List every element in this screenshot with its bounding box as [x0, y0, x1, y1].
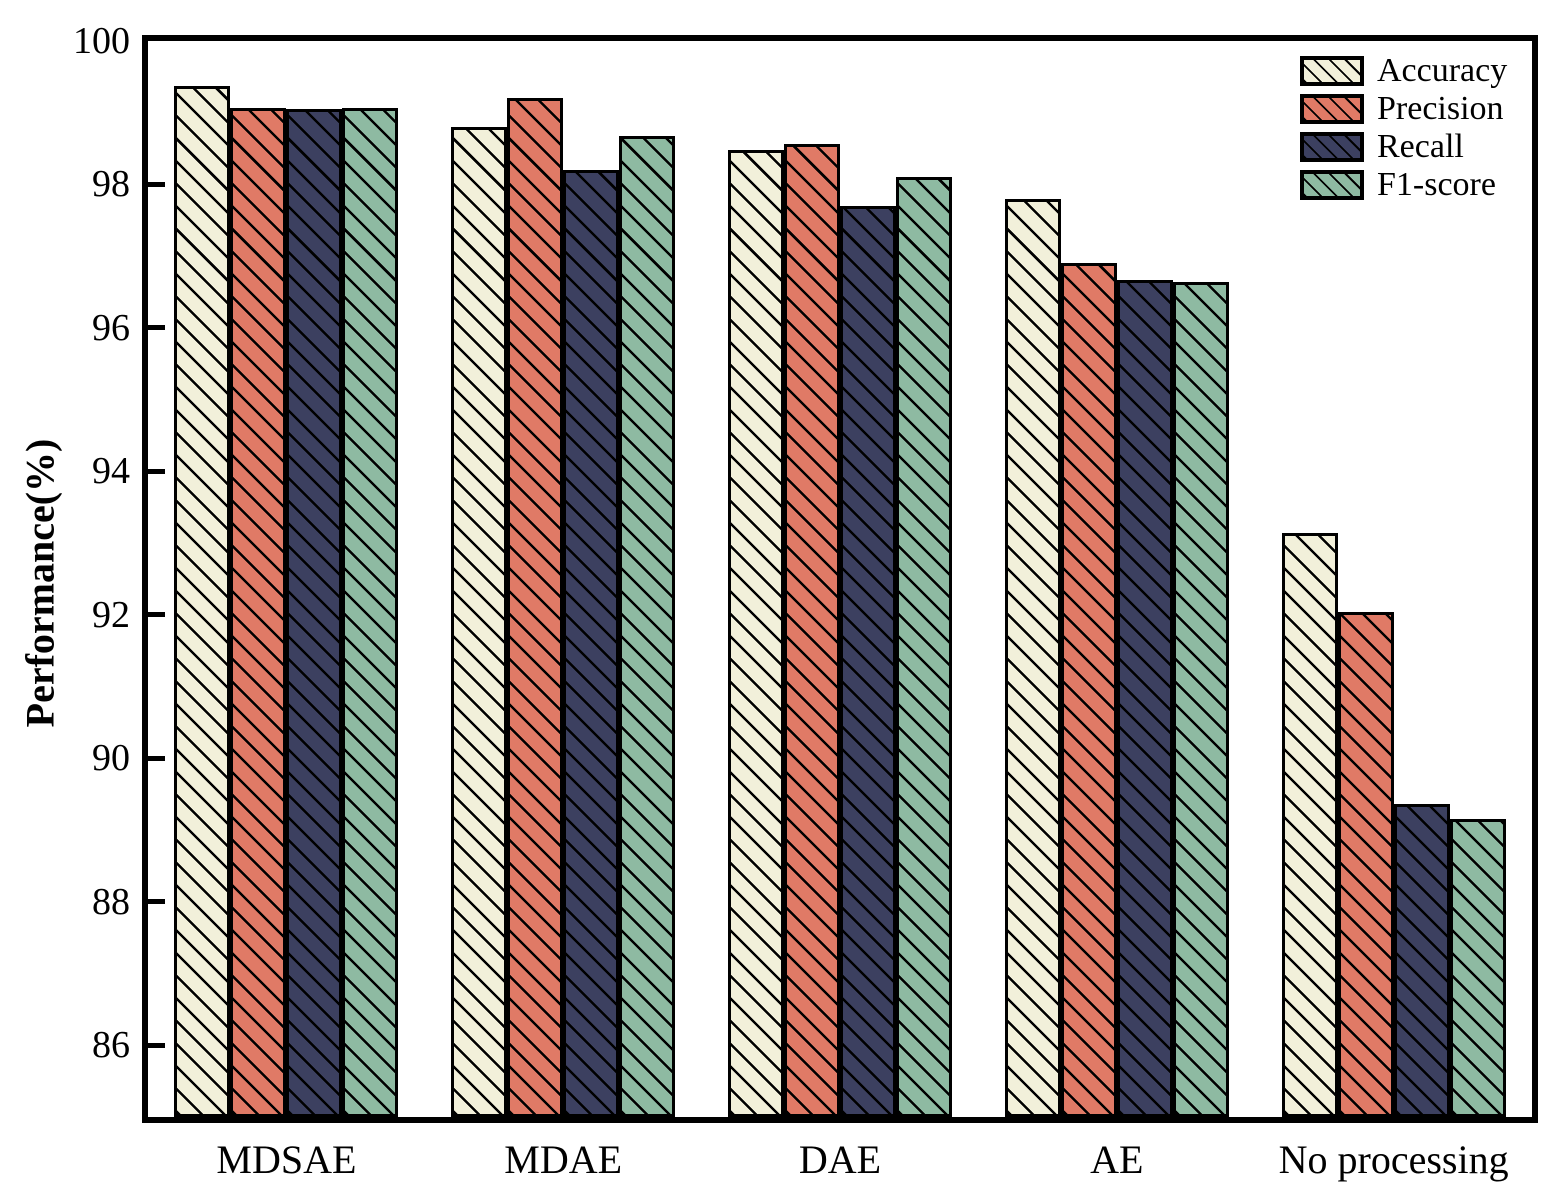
y-tick-86	[148, 1042, 165, 1048]
legend-label-precision: Precision	[1377, 90, 1504, 127]
bar-accuracy-mdsae	[174, 85, 231, 1117]
y-tick-label-100: 100	[73, 20, 130, 62]
y-tick-label-96: 96	[92, 306, 130, 349]
bar-recall-no-processing	[1393, 804, 1450, 1117]
y-tick-88	[148, 899, 165, 905]
bar-f1-score-mdsae	[342, 108, 399, 1117]
y-tick-label-86: 86	[92, 1024, 130, 1067]
bar-f1-score-dae	[896, 177, 952, 1117]
legend-item-recall: Recall	[1300, 128, 1507, 165]
x-label-mdae: MDAE	[504, 1137, 623, 1182]
bar-recall-ae	[1116, 279, 1173, 1117]
legend-swatch-accuracy	[1300, 56, 1364, 86]
legend-swatch-recall	[1300, 132, 1364, 162]
bar-f1-score-mdae	[619, 135, 676, 1117]
x-label-no-processing: No processing	[1278, 1137, 1509, 1182]
y-tick-label-88: 88	[92, 880, 130, 923]
legend-label-accuracy: Accuracy	[1377, 52, 1508, 89]
bar-precision-mdsae	[230, 107, 287, 1117]
bar-accuracy-mdae	[451, 127, 508, 1117]
y-tick-label-90: 90	[92, 737, 130, 780]
bar-f1-score-ae	[1172, 282, 1229, 1117]
plot-area	[142, 35, 1538, 1123]
y-tick-96	[148, 325, 165, 331]
bar-accuracy-ae	[1004, 198, 1061, 1117]
legend-label-f1-score: F1-score	[1377, 166, 1496, 203]
x-label-mdsae: MDSAE	[216, 1137, 357, 1182]
bar-f1-score-no-processing	[1449, 819, 1506, 1117]
y-tick-label-92: 92	[92, 593, 130, 636]
legend: Accuracy Precision Recall F1-score	[1300, 52, 1508, 208]
y-tick-label-98: 98	[92, 163, 130, 206]
legend-item-f1-score: F1-score	[1300, 166, 1507, 203]
y-tick-label-94: 94	[92, 450, 130, 493]
y-tick-90	[148, 755, 165, 761]
bar-precision-mdae	[507, 97, 564, 1117]
bar-recall-dae	[840, 206, 896, 1117]
bar-precision-ae	[1060, 263, 1117, 1117]
y-tick-94	[148, 468, 165, 474]
bar-accuracy-no-processing	[1281, 533, 1338, 1117]
bar-recall-mdsae	[286, 109, 343, 1117]
legend-item-accuracy: Accuracy	[1300, 52, 1508, 89]
legend-label-recall: Recall	[1377, 128, 1464, 165]
y-tick-98	[148, 181, 165, 187]
y-tick-92	[148, 612, 165, 618]
legend-item-precision: Precision	[1300, 90, 1507, 127]
bar-accuracy-dae	[728, 150, 784, 1117]
plot-inner	[148, 41, 1532, 1117]
bar-recall-mdae	[563, 170, 620, 1117]
bar-precision-no-processing	[1337, 612, 1394, 1117]
x-label-ae: AE	[1090, 1137, 1144, 1182]
legend-swatch-precision	[1300, 94, 1364, 124]
legend-swatch-f1-score	[1300, 170, 1364, 200]
bar-precision-dae	[784, 144, 840, 1117]
x-label-dae: DAE	[798, 1137, 882, 1182]
